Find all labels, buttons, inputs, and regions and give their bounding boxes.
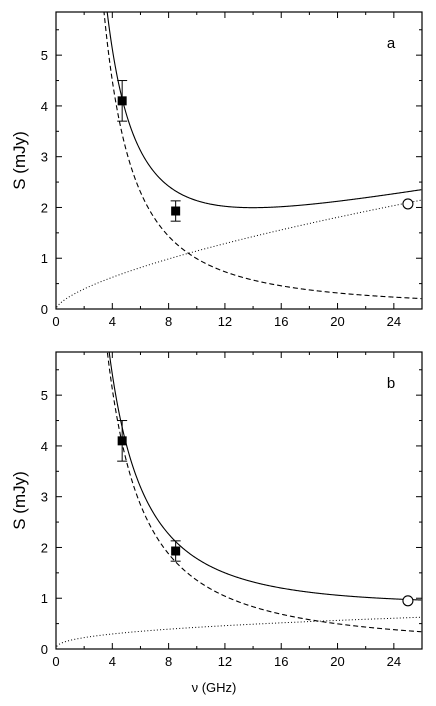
x-tick-label: 4 [109,314,116,329]
y-tick-label: 4 [41,99,48,114]
y-tick-label: 3 [41,150,48,165]
curves [56,352,422,647]
panel-label: a [387,35,396,52]
y-tick-label: 0 [41,642,48,657]
y-tick-label: 0 [41,302,48,317]
x-tick-label: 20 [330,654,344,669]
x-tick-label: 4 [109,654,116,669]
y-axis-title: S (mJy) [10,131,29,190]
solid-curve [106,12,422,209]
dashed-curve [106,352,422,633]
y-tick-label: 5 [41,388,48,403]
data-point [117,96,127,106]
dotted-curve [56,616,422,647]
y-tick-label: 3 [41,490,48,505]
y-tick-label: 5 [41,48,48,63]
x-tick-label: 20 [330,314,344,329]
x-tick-label: 8 [165,314,172,329]
x-axis-title: ν (GHz) [192,680,237,695]
y-tick-label: 1 [41,591,48,606]
x-tick-label: 12 [218,314,232,329]
x-tick-label: 24 [387,654,401,669]
data-point [171,206,181,216]
y-tick-label: 4 [41,439,48,454]
x-tick-label: 0 [52,314,59,329]
data-point [117,436,127,446]
y-tick-label: 2 [41,540,48,555]
plot-frame [55,351,423,650]
solid-curve [108,352,422,601]
panel-label: b [387,375,395,392]
x-tick-label: 16 [274,654,288,669]
x-tick-label: 8 [165,654,172,669]
plot-frame [55,11,423,310]
y-tick-label: 1 [41,251,48,266]
x-tick-label: 0 [52,654,59,669]
data-point-open [402,198,414,210]
y-tick-label: 2 [41,200,48,215]
x-tick-label: 24 [387,314,401,329]
dotted-curve [56,199,422,308]
data-point-open [402,595,414,607]
y-axis-title: S (mJy) [10,471,29,530]
x-tick-label: 16 [274,314,288,329]
x-tick-label: 12 [218,654,232,669]
dashed-curve [103,12,422,300]
curves [56,12,422,308]
data-point [171,546,181,556]
